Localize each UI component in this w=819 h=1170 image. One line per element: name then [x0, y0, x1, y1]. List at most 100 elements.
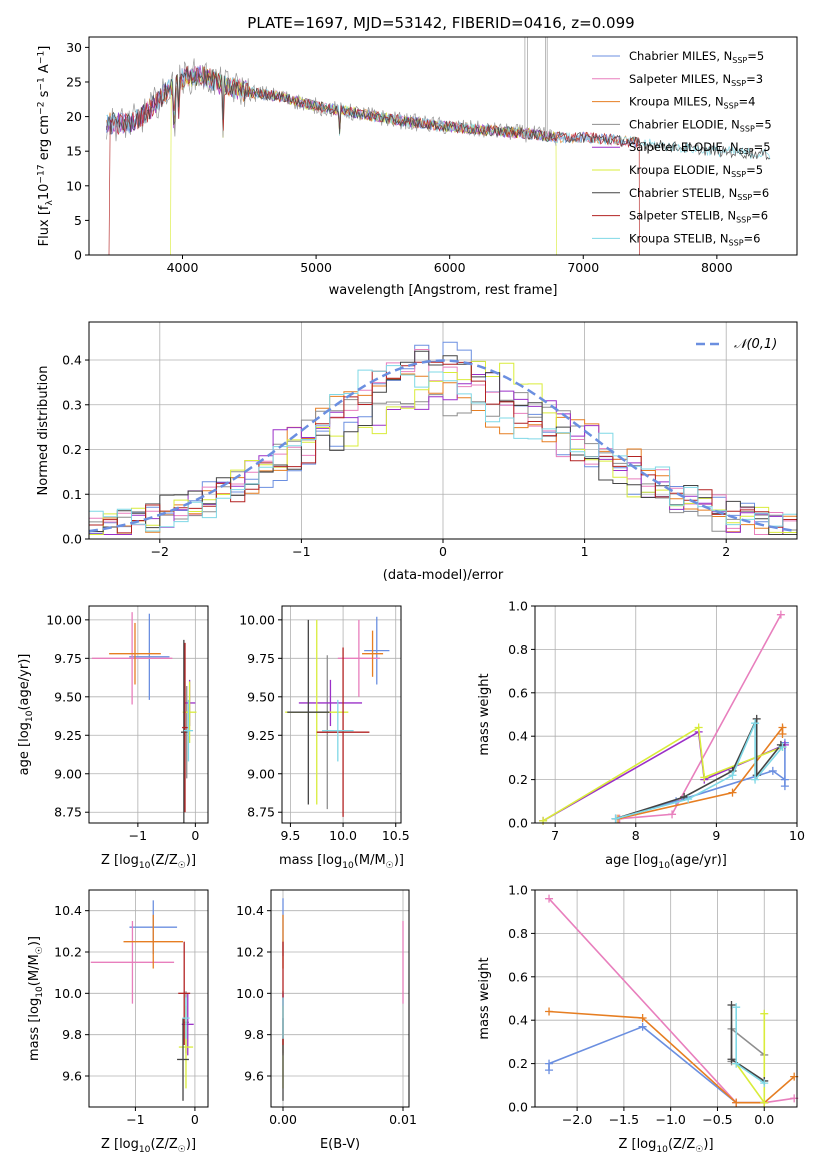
- errorbar-chabrier-miles: [129, 613, 170, 700]
- y-tick-label: 0.6: [508, 969, 528, 984]
- histogram-kroupa-stelib: [89, 365, 797, 532]
- y-tick-label: 0.0: [508, 1100, 528, 1115]
- errorbar-salpeter-miles: [337, 619, 380, 697]
- label-part-script: 10: [25, 710, 35, 722]
- weight-marker: [728, 788, 737, 797]
- x-tick-label: 10.5: [382, 828, 410, 843]
- legend-label: Kroupa MILES, NSSP=4: [629, 95, 755, 111]
- x-tick-label: 7000: [567, 260, 599, 275]
- residuals-xlabel: (data-model)/error: [383, 568, 504, 583]
- label-part: (M/M: [354, 853, 386, 868]
- label-part-script: ☉: [178, 1145, 186, 1155]
- x-tick-label: 9.5: [280, 828, 300, 843]
- errorbars-mass_vs_Z: [90, 900, 194, 1101]
- y-tick-label: 0.6: [508, 685, 528, 700]
- y-tick-label: 1.0: [508, 599, 528, 614]
- weight-marker: [545, 1059, 554, 1068]
- y-tick-label: 0.8: [508, 642, 528, 657]
- y-tick-label: 0.2: [508, 1056, 528, 1071]
- legend-sub: SSP: [724, 102, 739, 111]
- weight-marker: [778, 730, 787, 739]
- legend-label: Chabrier MILES, NSSP=5: [629, 49, 764, 65]
- y-tick-label: 5: [74, 213, 82, 228]
- weight-marker: [752, 714, 761, 723]
- spectrum-ylabel: Flux [fλ10−17 erg cm−2 s−1 A−1]: [36, 46, 54, 247]
- legend-label: Kroupa ELODIE, NSSP=5: [629, 163, 763, 179]
- label-part-script: ☉: [178, 861, 186, 871]
- label-part: mass [log: [279, 853, 342, 868]
- y-tick-label: 10.00: [46, 612, 82, 627]
- x-tick-label: 5000: [300, 260, 332, 275]
- errorbar-salpeter-elodie: [298, 679, 363, 727]
- errorbar-chabrier-stelib: [287, 619, 330, 805]
- axes-frame: [88, 889, 209, 1108]
- axes-spectrum: 4000 5000 6000 7000 8000 0 5 10 15 20 25 30: [66, 40, 733, 275]
- legend-model: Kroupa ELODIE, N: [629, 163, 731, 177]
- label-part: Z [log: [101, 1137, 139, 1152]
- age_vs_Z-xlabel: Z [log10(Z/Z☉)]: [101, 853, 196, 871]
- y-tick-label: 9.25: [54, 728, 82, 743]
- weight-line-chabrier-stelib: [615, 718, 782, 820]
- legend-model: Chabrier ELODIE, N: [629, 117, 740, 131]
- weight-line-salpeter-miles: [548, 898, 795, 1104]
- label-part: )]: [186, 1137, 196, 1152]
- y-tick-label: 30: [66, 40, 82, 55]
- label-part: A: [37, 64, 52, 77]
- axes-mass_vs_Z: −1 0 9.6 9.8 10.0 10.2 10.4: [54, 890, 208, 1127]
- label-part: 10: [37, 184, 52, 201]
- errorbars-age_vs_Z: [91, 612, 197, 823]
- errorbar-kroupa-stelib: [182, 997, 190, 1039]
- label-part: Z [log: [618, 1137, 656, 1152]
- label-part-script: 10: [342, 861, 354, 871]
- legend-sub: SSP: [739, 147, 754, 156]
- y-tick-label: 9.8: [62, 1027, 82, 1042]
- y-tick-label: 9.75: [54, 651, 82, 666]
- weight_vs_age-xlabel: age [log10(age/yr)]: [605, 853, 727, 871]
- axes-weight_vs_Z: −2.0 −1.5 −1.0 −0.5 0.0 0.0 0.2 0.4 0.6 0.8 1.0: [508, 883, 797, 1127]
- label-part: (Z/Z: [150, 1137, 177, 1152]
- label-part-script: ☉: [695, 1145, 703, 1155]
- label-part: )]: [703, 1137, 713, 1152]
- label-part: )]: [27, 936, 42, 946]
- y-tick-label: 10.2: [236, 945, 264, 960]
- errorbar-chabrier-stelib: [177, 1018, 189, 1101]
- errorbar-kroupa-miles: [362, 630, 384, 677]
- label-part-script: −2: [36, 102, 46, 115]
- legend-count: =5: [747, 49, 764, 63]
- y-tick-label: 9.50: [54, 689, 82, 704]
- axes-frame: [534, 889, 798, 1108]
- legend-model: Chabrier MILES, N: [629, 49, 732, 63]
- weight-line-kroupa-elodie: [542, 726, 783, 822]
- label-part: Z [log: [101, 853, 139, 868]
- weight-marker: [638, 1022, 647, 1031]
- x-tick-label: −1: [129, 828, 147, 843]
- errorbar-chabrier-stelib: [180, 639, 187, 823]
- legend-count: =6: [751, 209, 768, 223]
- label-part: )]: [186, 853, 196, 868]
- normal-reference-curve: [89, 359, 797, 533]
- errorbars-mass_vs_ebv: [282, 898, 404, 1101]
- mass_vs_Z-xlabel: Z [log10(Z/Z☉)]: [101, 1137, 196, 1155]
- x-tick-label: 1: [581, 544, 589, 559]
- legend-count: =3: [746, 72, 763, 86]
- axes-age_vs_mass: 9.5 10.0 10.5 8.75 9.00 9.25 9.50 9.75 10.00: [239, 606, 410, 843]
- x-tick-label: −2.0: [562, 1112, 592, 1127]
- x-tick-label: 8000: [701, 260, 733, 275]
- label-part: (M/M: [27, 954, 42, 986]
- y-tick-label: 10: [66, 178, 82, 193]
- y-tick-label: 15: [66, 144, 82, 159]
- weight-marker: [545, 894, 554, 903]
- weight-marker: [700, 773, 709, 782]
- legend-count: =5: [755, 117, 772, 131]
- weight-marker: [780, 782, 789, 791]
- legend-label: Chabrier STELIB, NSSP=6: [629, 186, 769, 202]
- weight-marker: [638, 1014, 647, 1023]
- axes-frame: [88, 605, 209, 824]
- age_vs_Z-ylabel: age [log10(age/yr)]: [17, 654, 35, 776]
- weight-marker: [694, 723, 703, 732]
- age_vs_mass-xlabel: mass [log10(M/M☉)]: [279, 853, 404, 871]
- spectrum-xlabel: wavelength [Angstrom, rest frame]: [329, 283, 558, 298]
- legend-sub: SSP: [731, 79, 746, 88]
- y-tick-label: 0.0: [508, 816, 528, 831]
- legend-sub: SSP: [736, 216, 751, 225]
